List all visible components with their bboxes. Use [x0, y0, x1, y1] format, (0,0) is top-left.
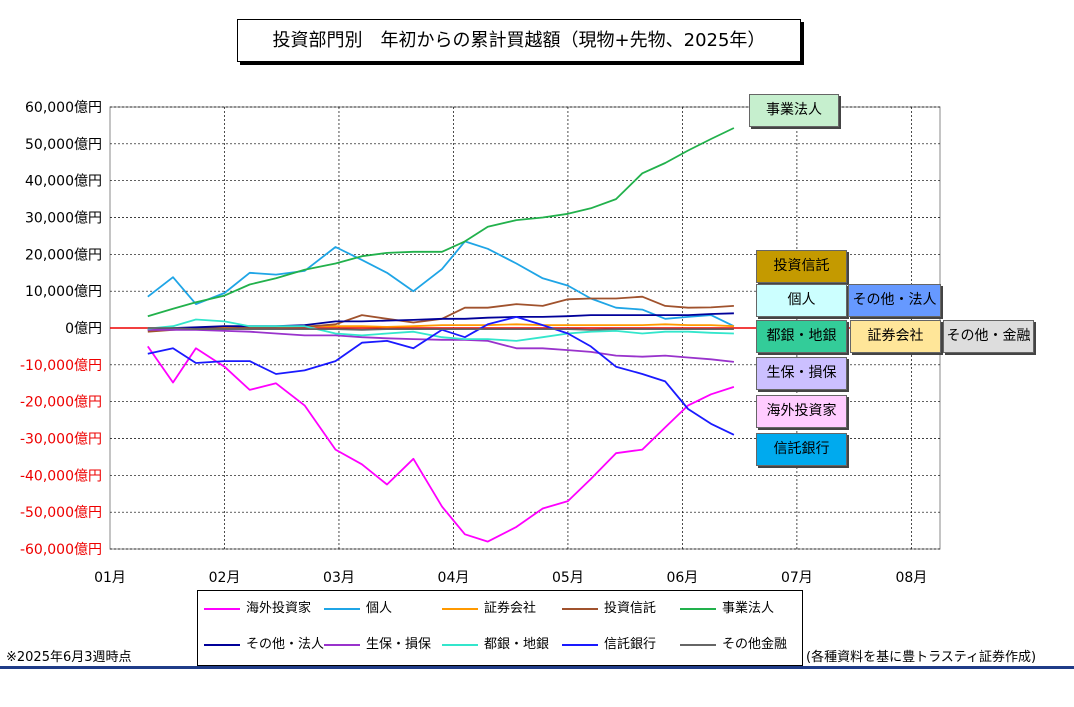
series-line — [147, 295, 734, 333]
note-date: ※2025年6月3週時点 — [6, 650, 132, 665]
legend-swatch — [562, 643, 598, 646]
rank-box-togin-chigin: 都銀・地銀 — [756, 320, 847, 353]
rank-box-toshin: 投資信託 — [756, 250, 847, 283]
y-tick-label: 30,000億円 — [25, 211, 102, 227]
y-tick-label: -40,000億円 — [20, 468, 102, 484]
legend-item: 個人 — [324, 600, 392, 618]
x-tick-label: 06月 — [666, 570, 698, 586]
rank-box-kojin: 個人 — [756, 284, 847, 317]
x-tick-label: 02月 — [209, 570, 241, 586]
x-tick-label: 04月 — [438, 570, 470, 586]
y-tick-label: 20,000億円 — [25, 247, 102, 263]
y-tick-label: 50,000億円 — [25, 137, 102, 153]
series-line — [147, 328, 735, 363]
legend-swatch — [442, 643, 478, 646]
legend-swatch — [204, 643, 240, 646]
x-tick-label: 03月 — [323, 570, 355, 586]
legend-item: 証券会社 — [442, 600, 536, 618]
legend-swatch — [204, 607, 240, 610]
y-tick-label: -30,000億円 — [20, 432, 102, 448]
rank-box-shintaku-ginko: 信託銀行 — [756, 433, 847, 466]
legend-item: 生保・損保 — [324, 636, 431, 654]
series-line — [147, 327, 734, 331]
legend-item: 海外投資家 — [204, 600, 311, 618]
legend-swatch — [324, 643, 360, 646]
legend-swatch — [680, 643, 716, 646]
series-line — [147, 345, 735, 543]
legend-item: その他・法人 — [204, 636, 324, 654]
chart-title: 投資部門別 年初からの累計買越額（現物+先物、2025年） — [237, 19, 801, 62]
bottom-rule — [0, 666, 1074, 669]
legend-item: 事業法人 — [680, 600, 774, 618]
legend-item: 信託銀行 — [562, 636, 656, 654]
x-tick-label: 05月 — [552, 570, 584, 586]
series-line — [147, 318, 734, 342]
x-tick-label: 07月 — [781, 570, 813, 586]
legend-swatch — [562, 607, 598, 610]
y-tick-label: -20,000億円 — [20, 395, 102, 411]
rank-box-sonota-hojin: その他・法人 — [848, 284, 941, 317]
rank-box-shoken: 証券会社 — [850, 320, 941, 353]
y-tick-label: 10,000億円 — [25, 284, 102, 300]
legend-item: その他金融 — [680, 636, 787, 654]
x-tick-label: 01月 — [94, 570, 126, 586]
legend-swatch — [324, 607, 360, 610]
y-tick-label: 40,000億円 — [25, 174, 102, 190]
y-tick-label: 0億円 — [65, 321, 102, 337]
legend-item: 都銀・地銀 — [442, 636, 549, 654]
legend-swatch — [442, 607, 478, 610]
y-tick-label: 60,000億円 — [25, 100, 102, 116]
note-source: (各種資料を基に豊トラスティ証券作成) — [806, 650, 1037, 665]
y-tick-label: -60,000億円 — [20, 542, 102, 558]
rank-box-sonota-kinyu: その他・金融 — [943, 320, 1034, 353]
rank-box-kaigai: 海外投資家 — [756, 395, 847, 428]
chart-legend: 海外投資家 個人 証券会社 投資信託 事業法人 その他・法人 生保・損保 都銀・… — [197, 590, 803, 666]
rank-box-jigyo-hojin: 事業法人 — [749, 94, 839, 127]
series-line — [147, 127, 735, 318]
y-tick-label: -50,000億円 — [20, 505, 102, 521]
y-tick-label: -10,000億円 — [20, 358, 102, 374]
rank-box-seiho-sonpo: 生保・損保 — [756, 357, 847, 390]
legend-swatch — [680, 607, 716, 610]
legend-item: 投資信託 — [562, 600, 656, 618]
x-tick-label: 08月 — [895, 570, 927, 586]
series-line — [147, 240, 735, 328]
series-line — [147, 315, 735, 436]
